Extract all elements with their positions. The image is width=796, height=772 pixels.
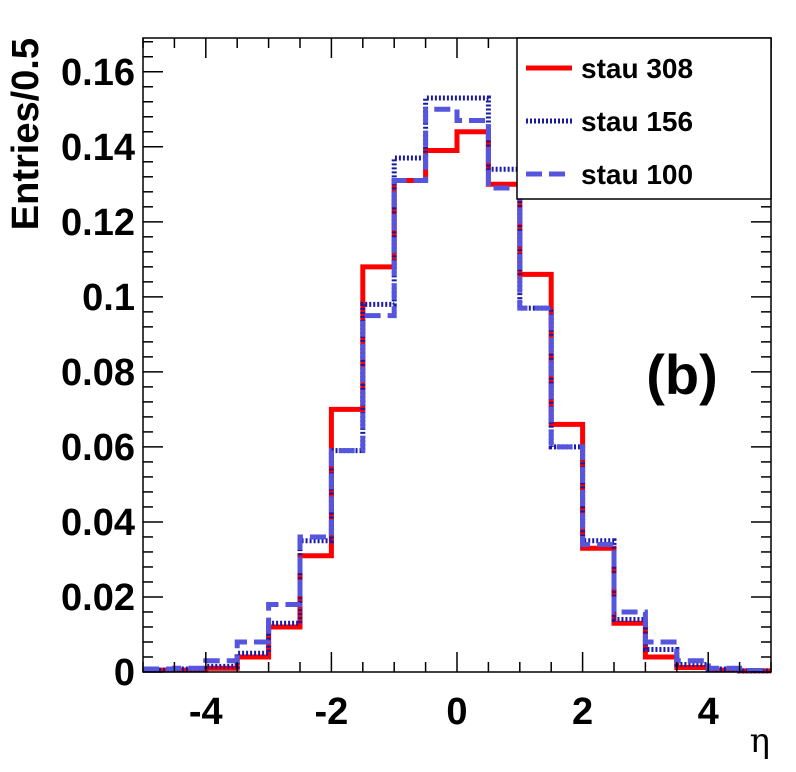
label-layer: 0 0.02 0.04 0.06 0.08 0.1 0.12 0.14 0.16 -4 -2 0 2 4η… (5, 38, 770, 761)
y-tick-label: 0.06 (61, 427, 135, 469)
y-axis-title: Entries/0.5 (5, 38, 47, 230)
panel-label: (b) (646, 343, 718, 406)
x-axis-title: η (750, 721, 770, 761)
y-tick-label: 0.02 (61, 577, 135, 619)
x-tick-label: -2 (315, 691, 349, 733)
legend: stau 308 stau 156 stau 100 (516, 37, 772, 200)
y-tick-label: 0.08 (61, 352, 135, 394)
series-line-stau-100 (143, 106, 771, 673)
x-tick-label: 0 (446, 691, 467, 733)
y-tick-label: 0.12 (61, 202, 135, 244)
x-tick-label: -4 (189, 691, 223, 733)
legend-label: stau 156 (581, 106, 693, 137)
legend-label: stau 308 (581, 53, 693, 84)
y-tick-label: 0.14 (61, 127, 135, 169)
y-tick-label: 0.1 (82, 277, 135, 319)
series-layer (143, 95, 771, 674)
x-tick-label: 2 (572, 691, 593, 733)
y-tick-label: 0.04 (61, 502, 135, 544)
legend-label: stau 100 (581, 159, 693, 190)
series-line-stau-156 (143, 95, 771, 674)
y-tick-label: 0.16 (61, 52, 135, 94)
y-tick-label: 0 (114, 652, 135, 694)
x-tick-label: 4 (698, 691, 719, 733)
